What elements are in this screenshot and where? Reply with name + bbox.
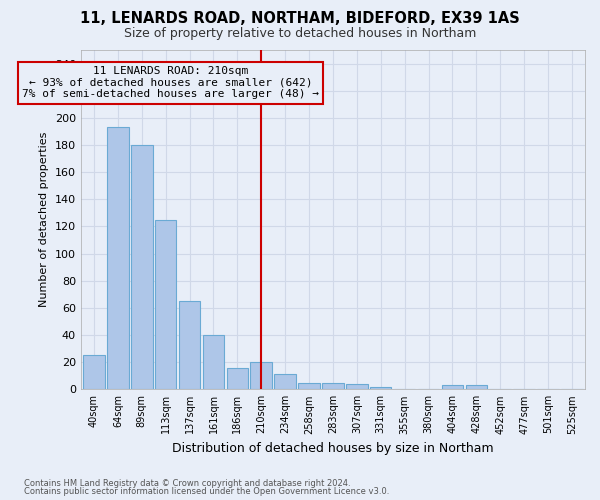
Bar <box>155 220 176 390</box>
Bar <box>322 382 344 390</box>
Text: 11 LENARDS ROAD: 210sqm
← 93% of detached houses are smaller (642)
7% of semi-de: 11 LENARDS ROAD: 210sqm ← 93% of detache… <box>22 66 319 99</box>
Y-axis label: Number of detached properties: Number of detached properties <box>39 132 49 308</box>
Bar <box>107 128 128 390</box>
Bar <box>83 356 105 390</box>
Bar <box>179 301 200 390</box>
Bar <box>227 368 248 390</box>
Text: Contains HM Land Registry data © Crown copyright and database right 2024.: Contains HM Land Registry data © Crown c… <box>24 478 350 488</box>
Bar <box>370 386 391 390</box>
Bar <box>298 382 320 390</box>
Bar <box>442 385 463 390</box>
Bar <box>131 145 152 390</box>
Bar <box>203 335 224 390</box>
Bar <box>250 362 272 390</box>
Bar <box>274 374 296 390</box>
Bar <box>346 384 368 390</box>
Bar <box>466 385 487 390</box>
Text: Size of property relative to detached houses in Northam: Size of property relative to detached ho… <box>124 28 476 40</box>
Text: Contains public sector information licensed under the Open Government Licence v3: Contains public sector information licen… <box>24 487 389 496</box>
X-axis label: Distribution of detached houses by size in Northam: Distribution of detached houses by size … <box>172 442 494 455</box>
Text: 11, LENARDS ROAD, NORTHAM, BIDEFORD, EX39 1AS: 11, LENARDS ROAD, NORTHAM, BIDEFORD, EX3… <box>80 11 520 26</box>
